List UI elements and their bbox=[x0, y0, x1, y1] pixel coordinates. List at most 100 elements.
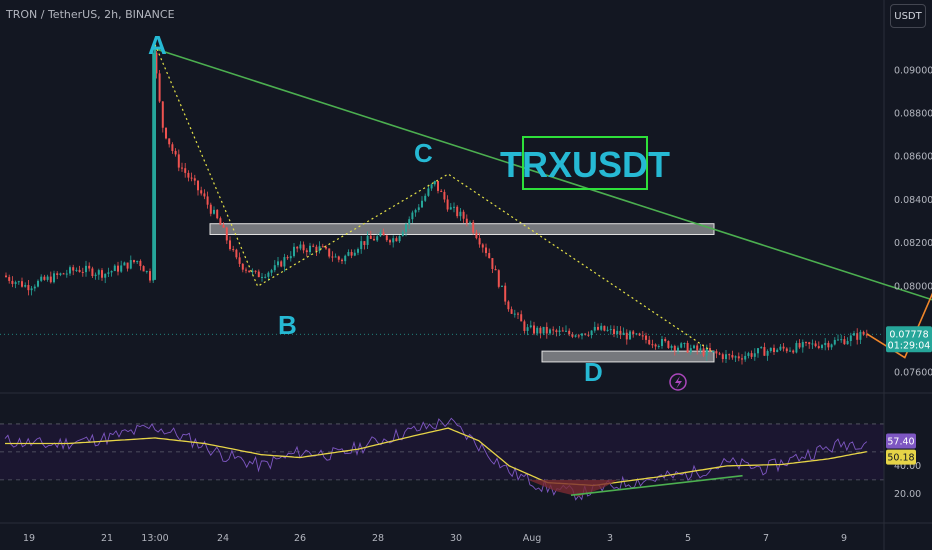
candle bbox=[14, 280, 17, 289]
candle bbox=[552, 326, 555, 335]
candle bbox=[104, 273, 107, 284]
candle bbox=[81, 267, 84, 277]
candle bbox=[843, 335, 846, 345]
candle bbox=[670, 344, 673, 352]
candle bbox=[229, 236, 231, 251]
candle bbox=[248, 270, 251, 273]
rsi-ma-value-badge: 50.18 bbox=[886, 449, 916, 465]
candle bbox=[750, 350, 753, 360]
candle bbox=[33, 284, 36, 292]
candle bbox=[363, 241, 366, 250]
candle bbox=[638, 332, 641, 337]
candle bbox=[280, 260, 283, 268]
candle bbox=[75, 267, 78, 272]
candle bbox=[78, 265, 81, 273]
candle bbox=[373, 235, 375, 241]
drawings: A B C D TRXUSDT bbox=[148, 30, 932, 391]
candle bbox=[267, 271, 270, 281]
candle bbox=[456, 205, 459, 219]
candle bbox=[725, 350, 727, 364]
candle bbox=[609, 325, 612, 335]
candle bbox=[337, 255, 340, 263]
candle bbox=[347, 249, 350, 257]
candle bbox=[805, 341, 807, 347]
candle bbox=[97, 268, 100, 280]
candle bbox=[360, 235, 363, 254]
candle bbox=[62, 272, 65, 275]
candle bbox=[757, 347, 759, 358]
candle bbox=[296, 246, 299, 253]
candle bbox=[798, 339, 801, 349]
candle bbox=[862, 330, 865, 336]
candle bbox=[744, 351, 747, 362]
price-tick-label: 0.08000 bbox=[894, 281, 932, 292]
candle bbox=[520, 310, 523, 322]
candle bbox=[232, 245, 235, 252]
candle bbox=[11, 276, 14, 288]
candle bbox=[699, 344, 702, 354]
candle bbox=[657, 344, 660, 349]
candle bbox=[414, 208, 417, 217]
candle bbox=[632, 329, 635, 338]
candle bbox=[693, 344, 695, 350]
rsi-tick-label: 40.00 bbox=[894, 461, 921, 472]
currency-button[interactable]: USDT bbox=[890, 4, 926, 28]
candle bbox=[145, 270, 148, 274]
rsi-last-value: 57.40 bbox=[887, 437, 914, 448]
candle bbox=[328, 248, 331, 259]
price-tick-label: 0.09000 bbox=[894, 65, 932, 76]
point-label-c: C bbox=[414, 138, 433, 168]
candle bbox=[219, 216, 222, 226]
candle bbox=[401, 230, 404, 237]
candle bbox=[840, 334, 843, 343]
candle bbox=[504, 282, 507, 305]
candle bbox=[712, 350, 715, 354]
candle bbox=[584, 333, 587, 336]
candle bbox=[40, 274, 43, 283]
candle bbox=[261, 273, 263, 282]
candle bbox=[462, 209, 465, 223]
candle bbox=[542, 326, 545, 336]
candle bbox=[85, 260, 87, 277]
candle bbox=[501, 285, 503, 287]
candle bbox=[126, 262, 129, 272]
candle bbox=[203, 189, 206, 200]
candle bbox=[677, 345, 679, 354]
candle bbox=[478, 232, 481, 248]
candle bbox=[286, 255, 289, 260]
candle bbox=[357, 247, 359, 256]
candle bbox=[206, 191, 209, 209]
candle bbox=[753, 348, 756, 361]
candle bbox=[245, 267, 247, 274]
candle bbox=[558, 325, 561, 337]
candle bbox=[619, 326, 622, 339]
candle bbox=[398, 235, 401, 244]
time-tick-label: 9 bbox=[841, 533, 847, 544]
rsi-ma-line bbox=[5, 427, 867, 487]
candle bbox=[417, 204, 420, 213]
candle bbox=[53, 270, 55, 284]
candle bbox=[613, 325, 615, 338]
time-tick-label: 21 bbox=[101, 533, 113, 544]
candle bbox=[741, 354, 743, 365]
candle bbox=[645, 332, 647, 344]
candle bbox=[449, 203, 452, 210]
candle bbox=[763, 342, 766, 356]
candle bbox=[94, 272, 97, 280]
time-tick-label: 26 bbox=[294, 533, 306, 544]
candle bbox=[446, 195, 449, 212]
candle bbox=[293, 242, 295, 258]
candle bbox=[683, 342, 686, 348]
candle bbox=[517, 311, 519, 320]
candle bbox=[238, 252, 241, 267]
time-tick-label: 24 bbox=[217, 533, 229, 544]
candle bbox=[833, 337, 836, 346]
candle bbox=[331, 251, 334, 262]
candle bbox=[817, 341, 820, 350]
candle bbox=[590, 330, 593, 339]
candle bbox=[257, 269, 260, 278]
candle bbox=[113, 264, 116, 272]
candle bbox=[488, 248, 491, 259]
candle bbox=[136, 260, 139, 265]
